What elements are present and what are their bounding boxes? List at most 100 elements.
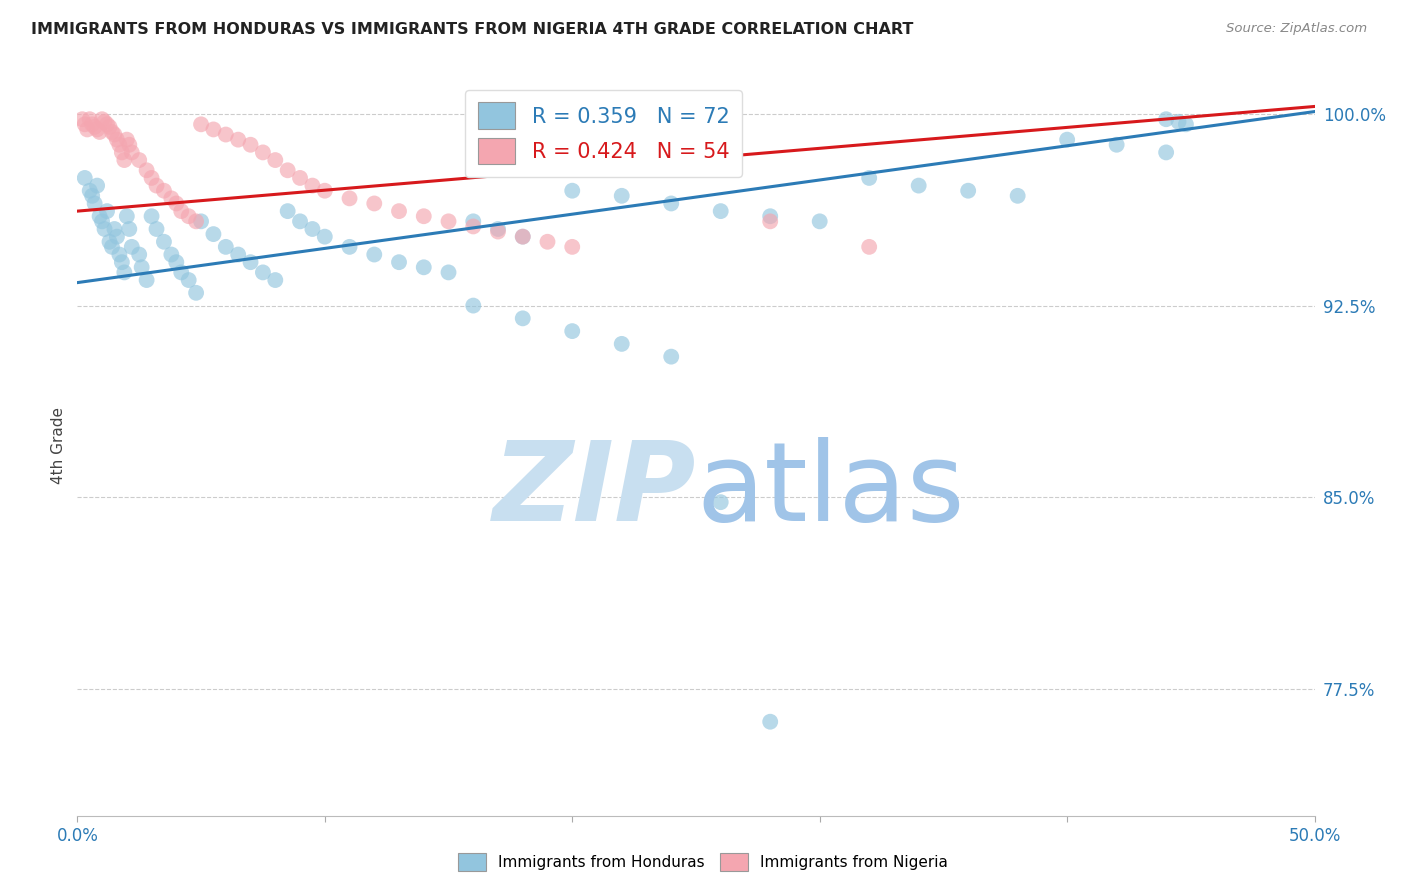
Point [165,196,187,211]
Point [1167,115,1189,129]
Point [252,145,274,160]
Point [437,265,460,279]
Point [226,247,249,261]
Point [486,222,509,236]
Point [759,209,782,223]
Point [486,225,509,239]
Point [215,240,238,254]
Point [121,145,143,160]
Point [512,311,534,326]
Text: IMMIGRANTS FROM HONDURAS VS IMMIGRANTS FROM NIGERIA 4TH GRADE CORRELATION CHART: IMMIGRANTS FROM HONDURAS VS IMMIGRANTS F… [31,22,914,37]
Point [659,350,682,364]
Point [907,178,929,193]
Legend: Immigrants from Honduras, Immigrants from Nigeria: Immigrants from Honduras, Immigrants fro… [453,847,953,877]
Point [1174,117,1197,131]
Point [112,265,135,279]
Point [131,260,153,275]
Point [82,117,104,131]
Point [190,117,212,131]
Point [288,214,311,228]
Point [115,133,138,147]
Point [184,285,207,300]
Point [105,229,128,244]
Point [339,191,361,205]
Legend: R = 0.359   N = 72, R = 0.424   N = 54: R = 0.359 N = 72, R = 0.424 N = 54 [465,90,742,177]
Point [1154,112,1177,127]
Point [202,227,225,241]
Point [363,247,385,261]
Point [388,255,411,269]
Point [512,229,534,244]
Point [145,222,167,236]
Point [101,240,124,254]
Point [86,122,108,136]
Point [83,196,105,211]
Point [96,204,118,219]
Point [128,153,150,167]
Point [112,153,135,167]
Point [1154,145,1177,160]
Point [536,235,558,249]
Point [79,184,101,198]
Point [103,222,125,236]
Point [659,196,682,211]
Text: ZIP: ZIP [492,437,696,544]
Point [153,235,176,249]
Point [858,240,880,254]
Point [141,170,163,185]
Point [561,184,583,198]
Point [277,204,299,219]
Point [512,229,534,244]
Point [160,247,183,261]
Point [83,120,105,134]
Point [73,117,96,131]
Point [190,214,212,228]
Point [314,229,336,244]
Point [1056,133,1078,147]
Point [170,204,193,219]
Point [93,222,115,236]
Point [184,214,207,228]
Point [73,170,96,185]
Point [111,255,134,269]
Point [160,191,183,205]
Point [759,714,782,729]
Point [463,299,485,313]
Point [759,214,782,228]
Point [89,209,111,223]
Point [314,184,336,198]
Point [103,128,125,142]
Text: atlas: atlas [696,437,965,544]
Point [91,214,114,228]
Point [437,214,460,228]
Point [98,235,121,249]
Point [363,196,385,211]
Point [89,125,111,139]
Point [339,240,361,254]
Point [239,137,262,152]
Text: Source: ZipAtlas.com: Source: ZipAtlas.com [1226,22,1367,36]
Point [108,137,131,152]
Point [1105,137,1128,152]
Point [72,112,94,127]
Point [135,163,157,178]
Point [177,273,200,287]
Point [610,337,633,351]
Point [412,260,434,275]
Point [105,133,128,147]
Point [101,125,124,139]
Point [135,273,157,287]
Point [111,145,134,160]
Point [561,240,583,254]
Y-axis label: 4th Grade: 4th Grade [51,408,66,484]
Point [115,209,138,223]
Point [91,112,114,127]
Point [301,222,323,236]
Point [145,178,167,193]
Point [1007,189,1029,203]
Point [128,247,150,261]
Point [98,120,121,134]
Point [412,209,434,223]
Point [93,115,115,129]
Point [96,117,118,131]
